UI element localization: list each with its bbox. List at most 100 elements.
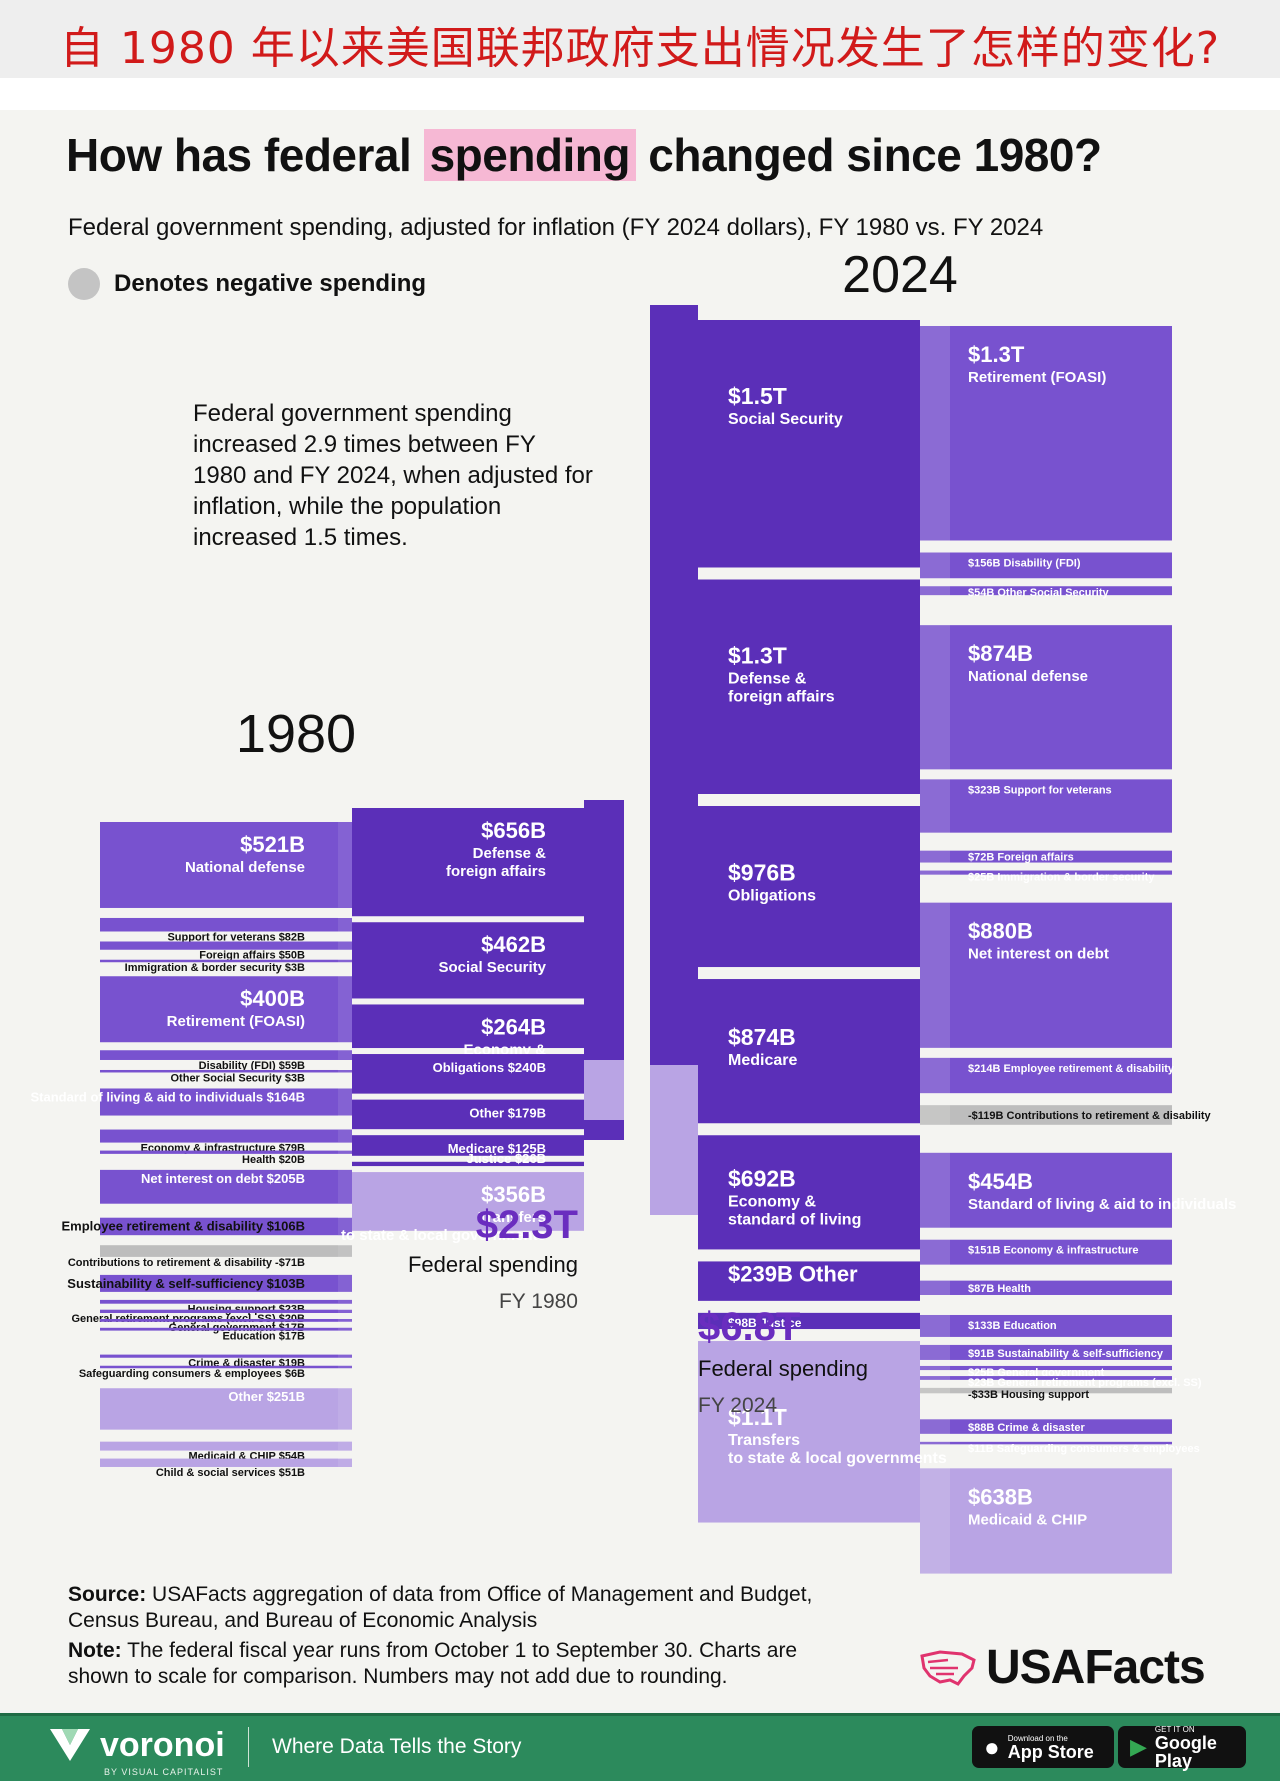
value-2024-cat-1: $1.3T — [728, 643, 787, 669]
label-1980-cat-6: Justice $26B — [467, 1151, 547, 1166]
value-2024-cat-7: $1.1T — [728, 1404, 787, 1430]
bar-2024-sub-8 — [950, 1057, 1172, 1094]
link-1980-sub-19 — [338, 1365, 352, 1369]
value-2024-cat-4: $692B — [728, 1165, 796, 1191]
top-banner: 自 1980 年以来美国联邦政府支出情况发生了怎样的变化? — [0, 0, 1280, 78]
bar-2024-sub-13 — [950, 1314, 1172, 1337]
bar-1980-cat-0 — [352, 808, 584, 917]
bar-1980-sub-22 — [100, 1458, 338, 1467]
link-1980-sub-18 — [338, 1354, 352, 1358]
link-1980-sub-4 — [338, 976, 352, 1043]
label-1980-sub-19: Safeguarding consumers & employees $6B — [79, 1368, 305, 1380]
label-2024-sub-14: $91B Sustainability & self-sufficiency — [968, 1348, 1164, 1360]
value-1980-cat-0: $656B — [481, 818, 546, 843]
bar-2024-sub-1 — [950, 552, 1172, 579]
bar-2024-sub-7 — [950, 902, 1172, 1048]
banner-title: 自 1980 年以来美国联邦政府支出情况发生了怎样的变化? — [59, 23, 1221, 74]
link-1980-sub-13 — [338, 1274, 352, 1292]
title-highlight: spending — [423, 129, 637, 181]
link-2024-sub-14 — [920, 1344, 950, 1360]
link-2024-sub-10 — [920, 1152, 950, 1228]
usafacts-brand[interactable]: USAFacts — [918, 1640, 1206, 1695]
total-label-1980: Federal spending — [408, 1252, 578, 1277]
footer-bar: voronoi BY VISUAL CAPITALIST Where Data … — [0, 1713, 1280, 1781]
legend-label: Denotes negative spending — [114, 270, 427, 297]
bar-1980-cat-4 — [352, 1099, 584, 1130]
name-2024-cat-4-0: Economy & — [728, 1193, 816, 1210]
name-2024-sub-3: National defense — [968, 668, 1088, 685]
label-1980-sub-12: Contributions to retirement & disability… — [68, 1257, 305, 1269]
label-2024-sub-16: $23B General retirement programs (excl. … — [968, 1377, 1202, 1389]
label-1980-sub-9: Health $20B — [242, 1154, 305, 1166]
name-2024-cat-7-1: to state & local governments — [728, 1450, 947, 1467]
value-2024-cat-2: $976B — [728, 860, 796, 886]
link-1980-sub-8 — [338, 1129, 352, 1143]
voronoi-byline: BY VISUAL CAPITALIST — [104, 1767, 224, 1777]
chart-subtitle: Federal government spending, adjusted fo… — [68, 214, 1044, 241]
link-1980-sub-6 — [338, 1069, 352, 1073]
bar-2024-sub-12 — [950, 1280, 1172, 1295]
sankey-chart: 1980 $521B National defense Support for vet… — [31, 246, 1236, 1574]
bar-1980-sub-19 — [100, 1365, 338, 1369]
voronoi-logo-icon — [50, 1729, 90, 1761]
title-part-1: How has federal — [66, 129, 412, 181]
label-2024-sub-8: $214B Employee retirement & disability — [968, 1063, 1175, 1075]
bar-1980-sub-9 — [100, 1150, 338, 1154]
banner-gap — [0, 78, 1280, 110]
bar-2024-cat-2 — [698, 806, 920, 968]
bar-2024-cat-1 — [698, 579, 920, 794]
bar-1980-cat-7 — [352, 1172, 584, 1231]
total-value-1980: $2.3T — [476, 1203, 578, 1247]
link-1980-sub-21 — [338, 1441, 352, 1451]
stem-1980-transfers — [584, 1060, 624, 1120]
bar-1980-sub-18 — [100, 1354, 338, 1358]
value-1980-sub-4: $400B — [240, 986, 305, 1011]
bar-1980-sub-12 — [100, 1245, 338, 1257]
page-title: How has federal spending changed since 1… — [66, 128, 1102, 182]
note-label: Note: — [68, 1639, 122, 1662]
callout-text: Federal government spending increased 2.… — [193, 400, 593, 551]
bar-2024-sub-17 — [950, 1387, 1172, 1394]
link-2024-sub-17 — [920, 1387, 950, 1394]
voronoi-logo[interactable]: voronoi BY VISUAL CAPITALIST — [48, 1725, 225, 1777]
label-1980-sub-7: Standard of living & aid to individuals … — [31, 1089, 306, 1104]
value-2024-cat-0: $1.5T — [728, 383, 787, 409]
value-1980-sub-0: $521B — [240, 832, 305, 857]
bar-1980-cat-5 — [352, 1135, 584, 1156]
bar-1980-sub-17 — [100, 1327, 338, 1331]
label-2024-sub-18: $88B Crime & disaster — [968, 1422, 1085, 1434]
bar-2024-sub-9 — [950, 1105, 1172, 1125]
name-1980-cat-7-0: Transfers — [478, 1209, 546, 1226]
link-2024-sub-7 — [920, 902, 950, 1048]
bar-2024-cat-0 — [698, 320, 920, 568]
name-2024-cat-4-1: standard of living — [728, 1211, 861, 1228]
link-2024-sub-0 — [920, 326, 950, 541]
value-2024-sub-3: $874B — [968, 641, 1033, 666]
google-play-button[interactable]: ▶ GET IT ON Google Play — [1118, 1724, 1246, 1770]
bar-2024-sub-2 — [950, 586, 1172, 596]
app-store-button[interactable]: ● Download on the App Store — [972, 1726, 1114, 1768]
label-2024-sub-12: $87B Health — [968, 1283, 1031, 1295]
link-1980-sub-9 — [338, 1150, 352, 1154]
link-2024-sub-3 — [920, 625, 950, 770]
label-2024-sub-5: $72B Foreign affairs — [968, 852, 1074, 864]
app-store-small: Download on the — [1007, 1733, 1068, 1743]
label-2024-sub-4: $323B Support for veterans — [968, 784, 1112, 796]
bar-1980-sub-10 — [100, 1169, 338, 1204]
label-2024-sub-17: -$33B Housing support — [968, 1389, 1089, 1401]
usa-map-icon — [920, 1649, 976, 1686]
link-2024-sub-18 — [920, 1419, 950, 1434]
value-2024-sub-10: $454B — [968, 1169, 1033, 1194]
bar-1980-sub-13 — [100, 1274, 338, 1292]
link-1980-sub-7 — [338, 1088, 352, 1116]
link-1980-sub-22 — [338, 1458, 352, 1467]
label-2024-sub-15: $25B General government — [968, 1367, 1105, 1379]
google-play-small: GET IT ON — [1154, 1724, 1195, 1734]
link-1980-sub-11 — [338, 1217, 352, 1236]
value-2024-sub-0: $1.3T — [968, 342, 1025, 367]
link-2024-sub-16 — [920, 1376, 950, 1380]
label-1980-sub-1: Support for veterans $82B — [167, 931, 305, 943]
label-2024-cat-6: $98B Justice — [728, 1316, 802, 1330]
link-2024-sub-6 — [920, 870, 950, 875]
bar-1980-sub-21 — [100, 1441, 338, 1451]
